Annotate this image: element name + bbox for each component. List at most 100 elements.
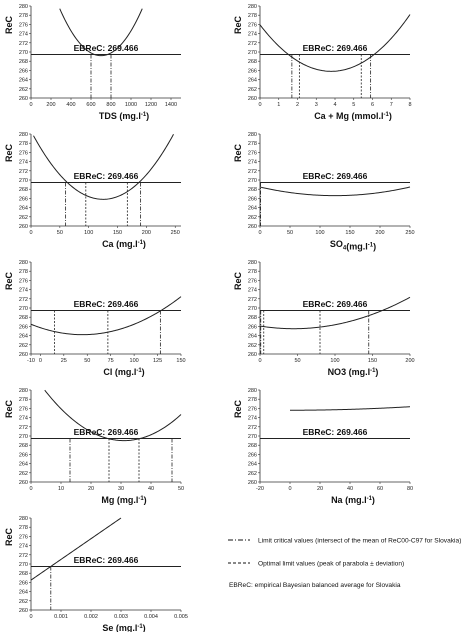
x-tick-label: 0 (288, 486, 291, 492)
y-tick-label: 270 (248, 178, 257, 184)
x-tick-label: -10 (27, 358, 35, 364)
y-tick-label: 272 (19, 297, 28, 303)
y-tick-label: 274 (19, 288, 28, 294)
ebrec-label: EBReC: 269.466 (74, 555, 139, 565)
y-tick-label: 262 (19, 599, 28, 605)
x-tick-label: 0 (29, 102, 32, 108)
rec-curve (259, 186, 411, 197)
x-tick-label: 6 (371, 102, 374, 108)
x-tick-label: 0 (39, 358, 42, 364)
rec-curve (30, 296, 182, 336)
y-tick-label: 262 (19, 87, 28, 93)
y-tick-label: 270 (19, 178, 28, 184)
x-tick-label: 250 (405, 230, 414, 236)
rec-curve (290, 406, 411, 411)
y-tick-label: 276 (19, 150, 28, 156)
ebrec-label: EBReC: 269.466 (303, 43, 368, 53)
x-tick-label: 50 (178, 486, 184, 492)
y-tick-label: 260 (19, 224, 28, 230)
y-tick-label: 266 (19, 68, 28, 74)
panel-3: 260 262 264 266 268 270 272 274 276 278 280 0 50 100 1… (4, 132, 181, 249)
rec-curve (30, 517, 122, 581)
y-tick-label: 274 (19, 544, 28, 550)
y-tick-label: 274 (19, 160, 28, 166)
y-tick-label: 262 (19, 215, 28, 221)
x-tick-label: 125 (153, 358, 162, 364)
y-tick-label: 264 (19, 462, 28, 468)
y-tick-label: 266 (19, 580, 28, 586)
y-tick-label: 272 (248, 169, 257, 175)
x-tick-label: 25 (61, 358, 67, 364)
x-tick-label: 100 (315, 230, 324, 236)
y-tick-label: 274 (19, 32, 28, 38)
y-tick-label: 278 (248, 269, 257, 275)
rec-curve (33, 134, 174, 200)
ebrec-label: EBReC: 269.466 (303, 299, 368, 309)
y-tick-label: 280 (19, 516, 28, 522)
y-axis-title: ReC (4, 528, 14, 547)
rec-curve (259, 14, 411, 72)
x-tick-label: 200 (142, 230, 151, 236)
y-tick-label: 270 (248, 50, 257, 56)
y-axis-title: ReC (233, 272, 243, 291)
x-tick-label: 0 (258, 358, 261, 364)
y-axis-title: ReC (4, 400, 14, 419)
x-tick-label: 0 (258, 102, 261, 108)
y-tick-label: 278 (19, 141, 28, 147)
ebrec-label: EBReC: 269.466 (74, 299, 139, 309)
y-axis-title: ReC (4, 144, 14, 163)
x-tick-label: 50 (294, 358, 300, 364)
y-tick-label: 268 (248, 315, 257, 321)
y-tick-label: 260 (248, 224, 257, 230)
y-tick-label: 270 (19, 562, 28, 568)
y-tick-label: 264 (248, 206, 257, 212)
y-tick-label: 262 (248, 215, 257, 221)
x-tick-label: 200 (46, 102, 55, 108)
x-tick-label: 150 (368, 358, 377, 364)
y-tick-label: 272 (19, 425, 28, 431)
y-tick-label: 262 (248, 343, 257, 349)
x-tick-label: 20 (88, 486, 94, 492)
y-tick-label: 268 (19, 187, 28, 193)
y-tick-label: 262 (19, 343, 28, 349)
x-tick-label: 30 (118, 486, 124, 492)
y-tick-label: 260 (19, 480, 28, 486)
panel-1: 260 262 264 266 268 270 272 274 276 278 280 0 200 400… (4, 4, 181, 121)
y-tick-label: 276 (248, 406, 257, 412)
y-tick-label: 262 (248, 87, 257, 93)
x-tick-label: 50 (57, 230, 63, 236)
y-tick-label: 280 (19, 388, 28, 394)
ebrec-label: EBReC: 269.466 (74, 43, 139, 53)
x-axis-title: Ca + Mg (mmol.l-1) (314, 111, 392, 121)
x-tick-label: 0 (29, 614, 32, 620)
x-axis-title: NO3 (mg.l-1) (328, 367, 379, 377)
y-tick-label: 268 (19, 571, 28, 577)
y-tick-label: 278 (248, 397, 257, 403)
x-tick-label: 600 (86, 102, 95, 108)
y-axis-title: ReC (4, 16, 14, 35)
y-tick-label: 278 (248, 141, 257, 147)
x-tick-label: 40 (347, 486, 353, 492)
panel-5: 260 262 264 266 268 270 272 274 276 278 280 -10 0 25 5… (4, 260, 186, 377)
y-tick-label: 260 (248, 480, 257, 486)
legend-optimal-text: Optimal limit values (peak of parabola ±… (258, 561, 404, 568)
x-tick-label: 0.002 (84, 614, 98, 620)
x-tick-label: 0.003 (114, 614, 128, 620)
y-tick-label: 264 (19, 590, 28, 596)
x-tick-label: 1000 (125, 102, 137, 108)
y-tick-label: 260 (19, 352, 28, 358)
y-tick-label: 266 (248, 452, 257, 458)
y-tick-label: 268 (19, 443, 28, 449)
x-tick-label: 4 (333, 102, 336, 108)
y-tick-label: 264 (19, 78, 28, 84)
y-tick-label: 266 (19, 324, 28, 330)
y-tick-label: 280 (19, 260, 28, 266)
y-tick-label: 280 (248, 4, 257, 10)
y-tick-label: 264 (248, 334, 257, 340)
y-tick-label: 268 (248, 59, 257, 65)
y-tick-label: 276 (19, 406, 28, 412)
panel-7: 260 262 264 266 268 270 272 274 276 278 280 0 10 20 30… (4, 388, 184, 505)
y-tick-label: 260 (19, 96, 28, 102)
ebrec-label: EBReC: 269.466 (74, 171, 139, 181)
y-tick-label: 268 (19, 315, 28, 321)
